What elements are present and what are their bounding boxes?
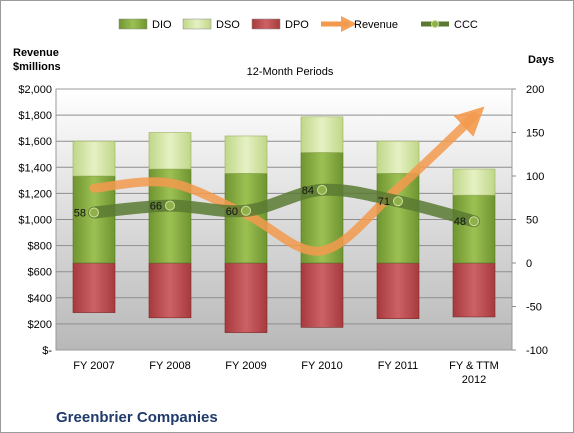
category-label: FY & TTM [449,360,499,372]
left-tick-label: $1,000 [18,215,52,227]
ccc-data-label: 71 [378,196,390,208]
right-tick-label: -100 [526,345,548,357]
left-tick-label: $400 [28,293,52,305]
dso-bar [224,135,268,174]
ccc-series: 58 66 60 84 71 48 [74,183,480,228]
category-label: FY 2010 [301,360,342,372]
left-axis-title-line2: $millions [13,61,61,73]
left-tick-label: $1,800 [18,110,52,122]
legend: DIO DSO DPO Revenue CCC [118,15,478,33]
ccc-point [317,184,327,195]
revenue-series [89,106,485,256]
category-label: FY 2007 [73,360,114,372]
dpo-bar [148,262,192,319]
left-tick-label: $200 [28,319,52,331]
chart-title: 12-Month Periods [247,66,334,78]
category-label: FY 2011 [378,360,419,372]
dio-bar [452,194,496,264]
right-tick-label: -50 [526,302,542,314]
left-axis-title: Revenue [13,47,59,59]
ccc-point [165,200,175,211]
left-tick-label: $600 [28,267,52,279]
right-tick-label: 50 [526,215,538,227]
right-tick-label: 150 [526,128,544,140]
right-tick-label: 200 [526,84,544,96]
revenue-line [89,106,485,256]
category-label: FY 2008 [149,360,190,372]
category-label-line2: 2012 [462,374,486,386]
gridlines [56,114,512,325]
right-axis-title: Days [528,54,554,66]
legend-label: DSO [216,19,240,31]
left-tick-label: $1,200 [18,188,52,200]
legend-label: Revenue [354,19,398,31]
legend-swatch-dpo [251,18,281,30]
dpo-bar [72,262,116,313]
dpo-bar [300,262,344,328]
ccc-line [88,183,480,228]
ccc-point [469,216,479,227]
legend-swatch-dio [118,18,148,30]
dso-bar [376,140,420,174]
ccc-point [89,207,99,218]
left-tick-label: $1,600 [18,136,52,148]
dpo-bar [224,262,268,333]
ccc-data-label: 66 [150,201,162,213]
dso-bar [300,116,344,153]
right-tick-label: 0 [526,258,532,270]
dso-bar [148,132,192,170]
ccc-data-label: 84 [302,185,314,197]
dpo-bar [452,262,496,318]
ccc-point [241,205,251,216]
ccc-data-label: 60 [226,206,238,218]
right-tick-label: 100 [526,171,544,183]
dpo-bar [376,262,420,319]
dso-bar [72,140,116,177]
dso-bar [452,168,496,196]
left-axis: $- $200 $400 $600 $800 $1,000 $1,200 $1,400 $1,6… [18,84,52,357]
legend-label: DPO [285,19,309,31]
right-axis: -100 -50 0 50 100 150 200 [512,84,548,357]
left-tick-label: $- [42,345,52,357]
ccc-point [393,196,403,207]
ccc-data-label: 48 [454,216,466,228]
company-name: Greenbrier Companies [56,409,218,426]
left-tick-label: $2,000 [18,84,52,96]
legend-swatch-ccc-marker [431,20,439,28]
left-tick-label: $800 [28,241,52,253]
category-axis: FY 2007 FY 2008 FY 2009 FY 2010 FY 2011 FY & … [73,360,499,386]
legend-swatch-dso [182,18,212,30]
legend-label: DIO [152,19,172,31]
ccc-data-label: 58 [74,208,86,220]
left-tick-label: $1,400 [18,162,52,174]
category-label: FY 2009 [225,360,266,372]
legend-label: CCC [454,19,478,31]
